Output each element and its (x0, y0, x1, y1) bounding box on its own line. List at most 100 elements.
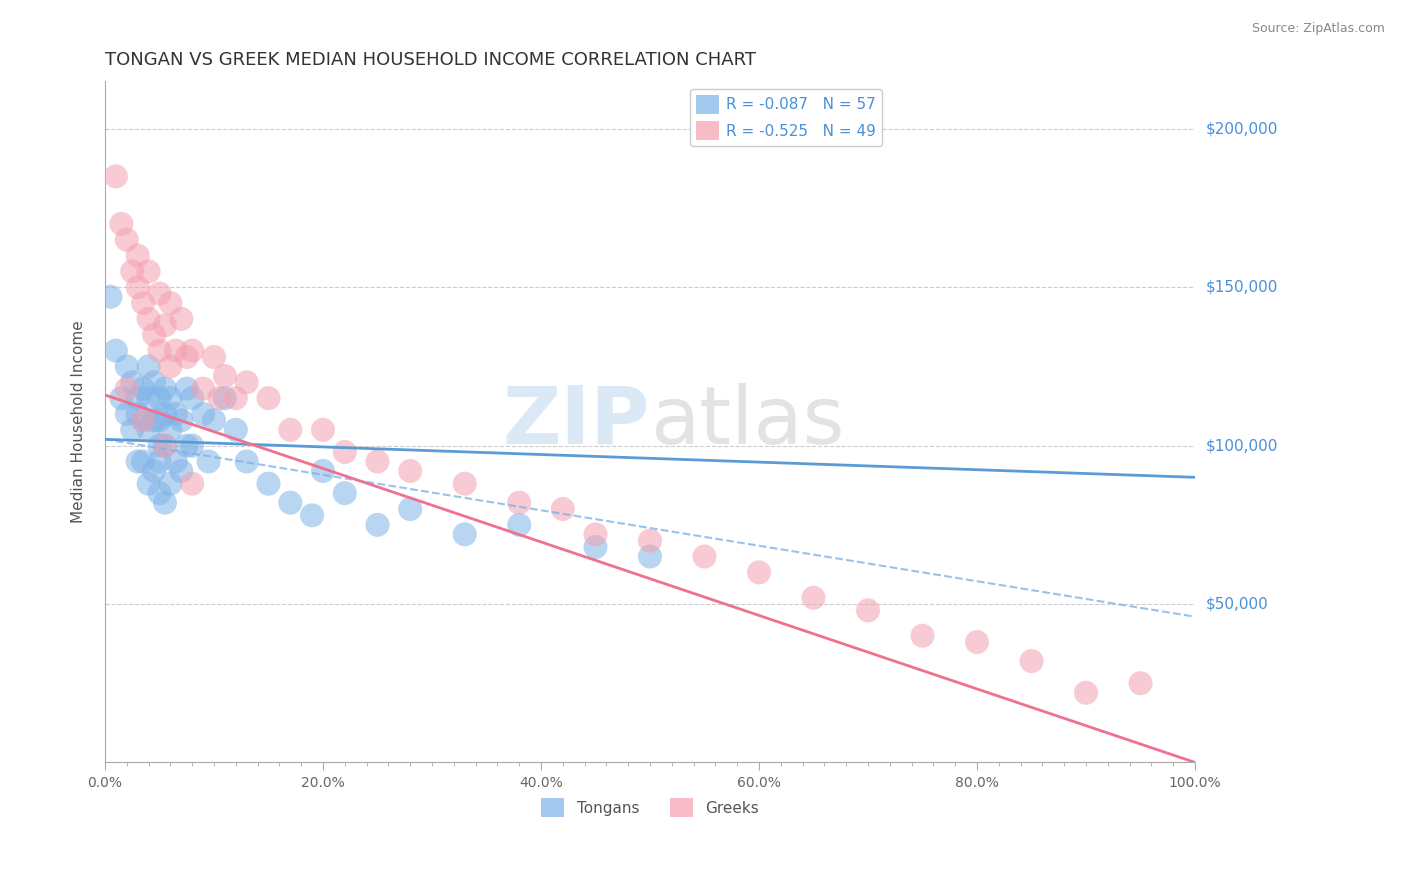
Legend: Tongans, Greeks: Tongans, Greeks (536, 792, 765, 823)
Point (170, 464, 193, 478)
Point (100, 290, 122, 304)
Point (278, 496, 301, 510)
Text: TONGAN VS GREEK MEDIAN HOUSEHOLD INCOME CORRELATION CHART: TONGAN VS GREEK MEDIAN HOUSEHOLD INCOME … (105, 51, 756, 69)
Point (132, 382, 155, 396)
Point (399, 464, 422, 478)
Point (110, 217, 132, 231)
Point (551, 502, 574, 516)
Point (176, 439, 198, 453)
Point (181, 391, 204, 405)
Point (153, 439, 176, 453)
Point (127, 391, 149, 405)
Point (132, 296, 155, 310)
Point (104, 169, 127, 184)
Point (143, 464, 166, 478)
Point (191, 407, 214, 421)
Point (159, 359, 181, 374)
Point (235, 376, 257, 390)
Point (585, 527, 607, 541)
Point (138, 391, 160, 405)
Point (148, 486, 170, 500)
Point (153, 382, 176, 396)
Y-axis label: Median Household Income: Median Household Income (72, 320, 86, 524)
Point (159, 391, 181, 405)
Point (399, 502, 422, 516)
Point (225, 423, 247, 437)
Point (170, 413, 193, 427)
Point (138, 359, 160, 374)
Point (333, 486, 356, 500)
Point (104, 343, 127, 358)
Point (638, 533, 661, 548)
Point (159, 296, 181, 310)
Point (856, 603, 879, 617)
Point (148, 391, 170, 405)
Point (121, 423, 143, 437)
Point (966, 635, 988, 649)
Point (225, 391, 247, 405)
Point (214, 368, 236, 383)
Point (176, 350, 198, 364)
Point (278, 423, 301, 437)
Point (143, 413, 166, 427)
Point (165, 407, 187, 421)
Point (181, 439, 204, 453)
Point (143, 376, 166, 390)
Point (693, 549, 716, 564)
Point (301, 508, 323, 523)
Point (191, 382, 214, 396)
Point (366, 517, 388, 532)
Point (115, 382, 138, 396)
Point (911, 629, 934, 643)
Point (153, 496, 176, 510)
Point (148, 343, 170, 358)
Text: Source: ZipAtlas.com: Source: ZipAtlas.com (1251, 22, 1385, 36)
Point (202, 413, 225, 427)
Point (197, 454, 219, 468)
Point (153, 439, 176, 453)
Point (159, 476, 181, 491)
Point (333, 445, 356, 459)
Point (1021, 654, 1043, 668)
Point (170, 312, 193, 326)
Point (508, 517, 530, 532)
Point (115, 233, 138, 247)
Point (153, 318, 176, 333)
Point (202, 350, 225, 364)
Text: $50,000: $50,000 (1206, 597, 1268, 612)
Point (165, 343, 187, 358)
Text: $150,000: $150,000 (1206, 280, 1278, 294)
Point (257, 476, 280, 491)
Point (165, 454, 187, 468)
Point (176, 382, 198, 396)
Point (127, 454, 149, 468)
Point (127, 280, 149, 294)
Point (159, 423, 181, 437)
Point (143, 327, 166, 342)
Point (138, 264, 160, 278)
Point (132, 454, 155, 468)
Point (153, 407, 176, 421)
Point (1074, 686, 1097, 700)
Point (454, 527, 477, 541)
Point (803, 591, 825, 605)
Point (181, 476, 204, 491)
Point (110, 391, 132, 405)
Point (638, 549, 661, 564)
Point (208, 391, 231, 405)
Point (115, 359, 138, 374)
Point (214, 391, 236, 405)
Point (312, 464, 335, 478)
Point (454, 476, 477, 491)
Point (257, 391, 280, 405)
Point (148, 413, 170, 427)
Point (148, 454, 170, 468)
Point (585, 540, 607, 554)
Point (127, 407, 149, 421)
Point (127, 249, 149, 263)
Point (115, 407, 138, 421)
Point (366, 454, 388, 468)
Text: $200,000: $200,000 (1206, 121, 1278, 136)
Point (121, 264, 143, 278)
Text: $100,000: $100,000 (1206, 438, 1278, 453)
